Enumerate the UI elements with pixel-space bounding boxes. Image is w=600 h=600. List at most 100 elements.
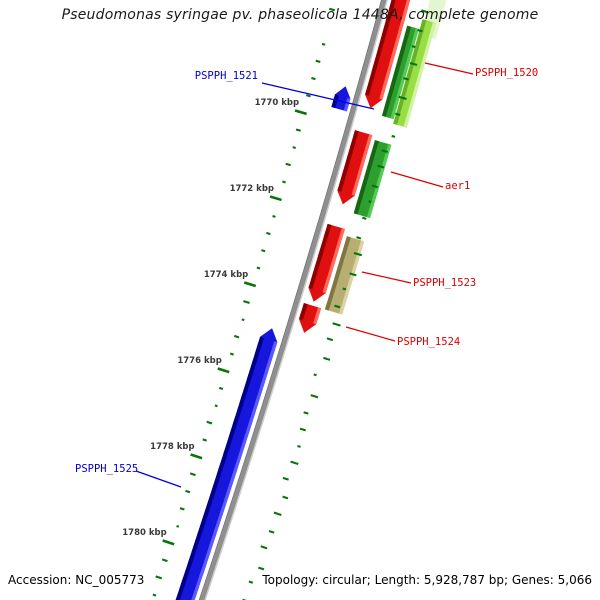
outer-tick-dash	[282, 495, 289, 500]
gene-arrow-psppH-1525-shade	[175, 336, 264, 600]
outer-tick-dash	[332, 322, 341, 327]
gene-glyphs-group	[159, 0, 447, 600]
ruler-major-tick-1772	[269, 195, 282, 202]
cds-arrow-red-1520-highlight	[379, 0, 411, 100]
ruler-minor-tick	[176, 525, 180, 528]
outer-tick-dash	[326, 337, 334, 342]
ruler-major-tick-1776	[217, 367, 230, 374]
gene-arrow-psppH-1521-highlight	[343, 97, 351, 112]
ruler-minor-tick	[161, 558, 168, 563]
outer-tick-dash	[417, 28, 423, 33]
outer-tick-dash	[411, 45, 416, 49]
outer-tick-dash	[377, 164, 385, 169]
outer-dashes-group	[242, 9, 429, 600]
callout-line-psppH-1523	[361, 271, 412, 284]
ruler-minor-tick	[243, 300, 250, 304]
cds-arrow-red-1523[interactable]	[308, 223, 345, 302]
ruler-minor-tick	[218, 386, 224, 391]
ruler-minor-tick	[189, 472, 196, 477]
cds-arrow-red-aer1[interactable]	[337, 130, 373, 205]
gene-label-psppH-1520[interactable]: PSPPH_1520	[475, 67, 539, 79]
gene-arrow-psppH-1524[interactable]	[299, 303, 322, 333]
outer-tick-dash	[303, 411, 309, 415]
ruler-minor-tick	[282, 180, 286, 184]
ruler-minor-tick	[155, 575, 163, 580]
cds-arrow-red-aer1-shade	[337, 130, 359, 192]
gene-bar-psppH-1523-highlight	[339, 240, 365, 315]
ruler-tick-label-1770: 1770 kbp	[254, 97, 300, 108]
gene-label-psppH-1523[interactable]: PSPPH_1523	[413, 277, 477, 289]
cds-arrow-red-1523-body	[308, 223, 345, 302]
gene-label-psppH-1524[interactable]: PSPPH_1524	[397, 336, 461, 348]
gene-label-psppH-1521[interactable]: PSPPH_1521	[194, 70, 258, 82]
cds-arrow-red-1523-highlight	[322, 228, 345, 294]
cds-arrow-red-aer1-body	[337, 130, 373, 205]
gene-bar-psppH-1523-body	[324, 236, 365, 315]
outer-tick-dash	[268, 529, 275, 534]
outer-tick-dash	[349, 272, 357, 277]
outer-tick-dash	[299, 427, 306, 432]
ruler-minor-tick	[202, 438, 207, 442]
outer-tick-dash	[362, 216, 367, 220]
gene-arrow-psppH-1525-highlight	[191, 341, 278, 600]
ruler-minor-tick	[229, 352, 234, 356]
ruler-tick-label-1778: 1778 kbp	[150, 441, 195, 452]
callout-line-psppH-1524	[345, 326, 396, 342]
ruler-minor-tick	[256, 266, 261, 270]
cds-arrow-red-aer1-highlight	[351, 134, 373, 196]
ruler-minor-tick	[261, 249, 266, 253]
ruler-major-tick-1770	[294, 109, 307, 116]
gene-arrow-psppH-1521[interactable]	[331, 86, 351, 112]
ruler-minor-tick	[152, 593, 157, 597]
ruler-minor-tick	[266, 231, 271, 236]
ruler-minor-tick	[272, 214, 276, 218]
gene-label-aer1[interactable]: aer1	[445, 180, 471, 192]
ruler-major-tick-1778	[190, 453, 203, 460]
outer-tick-dash	[403, 77, 409, 81]
ruler-tick-label-1772: 1772 kbp	[229, 183, 275, 194]
outer-tick-dash	[334, 304, 341, 309]
ruler-tick-label-1780: 1780 kbp	[122, 527, 167, 538]
ruler-minor-tick	[321, 42, 326, 46]
gene-arrow-psppH-1525[interactable]	[159, 328, 278, 600]
backbone-group	[198, 0, 388, 600]
outer-tick-dash	[260, 545, 268, 550]
ruler-minor-tick	[295, 128, 301, 132]
gene-label-psppH-1525[interactable]: PSPPH_1525	[75, 463, 139, 475]
ruler-minor-tick	[328, 7, 336, 12]
ruler-minor-tick	[185, 489, 191, 494]
outer-tick-dash	[297, 444, 301, 448]
outer-tick-dash	[394, 112, 401, 117]
cds-arrow-red-1523-shade	[308, 223, 332, 289]
outer-tick-dash	[381, 149, 389, 154]
outer-tick-dash	[353, 251, 363, 257]
ruler-tick-label-1776: 1776 kbp	[177, 355, 222, 366]
gene-bar-psppH-1523[interactable]	[324, 236, 365, 315]
gene-bar-psppH-1520-highlight	[403, 22, 436, 128]
outer-tick-dash	[313, 373, 317, 377]
backbone-highlight-line	[204, 0, 388, 600]
gene-bar-darkgreen-1520-shade	[382, 25, 412, 117]
outer-tick-dash	[398, 95, 407, 101]
cds-arrow-red-1520[interactable]	[365, 0, 415, 109]
gene-bar-darkgreen-1520[interactable]	[382, 25, 419, 120]
gene-bar-aer1-body	[353, 140, 392, 219]
gene-bar-aer1-shade	[353, 140, 379, 215]
outer-tick-dash	[258, 566, 265, 571]
backbone-line	[199, 0, 387, 600]
callout-line-psppH-1525	[135, 470, 182, 488]
ruler-minor-tick	[214, 404, 218, 408]
status-accession: Accession: NC_005773	[8, 573, 145, 587]
ruler-major-tick-1780	[162, 539, 175, 546]
outer-tick-dash	[273, 511, 282, 516]
cds-arrow-red-1520-body	[365, 0, 411, 109]
outer-tick-dash	[391, 134, 396, 138]
ruler-ticks-group	[152, 7, 336, 597]
status-topology: Topology: circular; Length: 5,928,787 bp…	[262, 573, 592, 587]
outer-tick-dash	[409, 62, 418, 66]
outer-tick-dash	[356, 236, 362, 240]
gene-bar-aer1[interactable]	[353, 140, 392, 219]
ruler-minor-tick	[233, 334, 240, 339]
